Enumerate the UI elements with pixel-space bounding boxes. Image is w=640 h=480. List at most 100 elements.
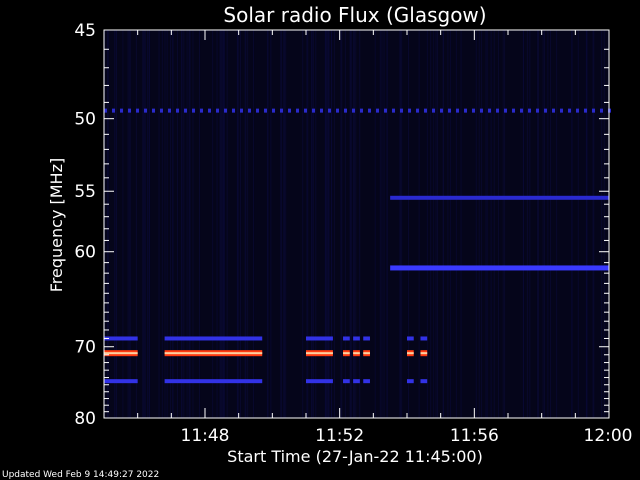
y-ticks: 45 50 55 60 70 80 <box>74 21 609 429</box>
emission-band-segment <box>488 108 491 113</box>
emission-band-segment <box>312 108 315 113</box>
emission-band-segment <box>407 379 414 384</box>
emission-band-segment <box>336 108 339 113</box>
plot-area <box>103 30 609 418</box>
emission-band-segment <box>272 108 275 113</box>
updated-footer: Updated Wed Feb 9 14:49:27 2022 <box>2 470 159 480</box>
emission-band-segment <box>390 195 609 200</box>
emission-band-segment <box>408 108 411 113</box>
emission-band-segment <box>440 108 443 113</box>
x-tick-label: 12:00 <box>584 426 633 446</box>
emission-band-segment <box>600 108 603 113</box>
emission-band-segment <box>343 379 350 384</box>
emission-band-segment <box>120 108 123 113</box>
emission-bands <box>104 108 611 384</box>
emission-band-segment <box>144 108 147 113</box>
emission-band-segment <box>592 108 595 113</box>
emission-band-segment <box>448 108 451 113</box>
emission-band-segment <box>560 108 563 113</box>
emission-band-segment <box>584 108 587 113</box>
emission-band-segment <box>104 336 138 341</box>
y-tick-label: 80 <box>74 409 96 429</box>
emission-band-core <box>407 352 414 355</box>
emission-band-segment <box>104 108 107 113</box>
y-axis-label: Frequency [MHz] <box>47 158 66 292</box>
emission-band-segment <box>306 379 333 384</box>
emission-band-segment <box>304 108 307 113</box>
emission-band-segment <box>576 108 579 113</box>
emission-band-segment <box>320 108 323 113</box>
emission-band-core <box>343 352 350 355</box>
emission-band-segment <box>472 108 475 113</box>
emission-band-segment <box>232 108 235 113</box>
emission-band-segment <box>280 108 283 113</box>
emission-band-segment <box>504 108 507 113</box>
emission-band-segment <box>256 108 259 113</box>
emission-band-segment <box>456 108 459 113</box>
emission-band-segment <box>224 108 227 113</box>
emission-band-segment <box>360 108 363 113</box>
emission-band-segment <box>353 336 360 341</box>
emission-band-core <box>164 352 263 355</box>
emission-band-segment <box>264 108 267 113</box>
emission-band-segment <box>400 108 403 113</box>
emission-band-core <box>306 352 333 355</box>
emission-band-core <box>104 352 138 355</box>
emission-band-segment <box>192 108 195 113</box>
emission-band-segment <box>343 336 350 341</box>
emission-band-segment <box>328 108 331 113</box>
x-tick-label: 11:48 <box>181 426 230 446</box>
emission-band-segment <box>128 108 131 113</box>
emission-band-segment <box>104 379 138 384</box>
emission-band-segment <box>424 108 427 113</box>
emission-band-segment <box>416 108 419 113</box>
emission-band-segment <box>368 108 371 113</box>
emission-band-segment <box>384 108 387 113</box>
emission-band-segment <box>176 108 179 113</box>
y-tick-label: 50 <box>74 110 96 130</box>
emission-band-core <box>353 352 360 355</box>
y-tick-label: 45 <box>74 21 96 41</box>
emission-band-core <box>363 352 370 355</box>
y-tick-label: 70 <box>74 338 96 358</box>
emission-band-segment <box>216 108 219 113</box>
emission-band-segment <box>208 108 211 113</box>
x-tick-label: 11:52 <box>315 426 364 446</box>
emission-band-segment <box>544 108 547 113</box>
emission-band-segment <box>420 379 428 384</box>
emission-band-segment <box>160 108 163 113</box>
emission-band-segment <box>376 108 379 113</box>
y-tick-label: 60 <box>74 243 96 263</box>
emission-band-segment <box>136 108 139 113</box>
emission-band-segment <box>164 336 263 341</box>
emission-band-segment <box>353 379 360 384</box>
emission-band-segment <box>536 108 539 113</box>
emission-band-segment <box>432 108 435 113</box>
emission-band-segment <box>296 108 299 113</box>
x-axis-label: Start Time (27-Jan-22 11:45:00) <box>227 447 483 466</box>
x-tick-label: 11:56 <box>450 426 499 446</box>
emission-band-segment <box>164 379 263 384</box>
emission-band-segment <box>240 108 243 113</box>
emission-band-segment <box>363 336 370 341</box>
emission-band-segment <box>306 336 333 341</box>
emission-band-segment <box>152 108 155 113</box>
emission-band-segment <box>552 108 555 113</box>
emission-band-segment <box>200 108 203 113</box>
emission-band-segment <box>168 108 171 113</box>
emission-band-segment <box>420 336 428 341</box>
emission-band-segment <box>392 108 395 113</box>
plot-background <box>104 30 609 418</box>
emission-band-segment <box>464 108 467 113</box>
emission-band-segment <box>480 108 483 113</box>
emission-band-core <box>420 352 428 355</box>
emission-band-segment <box>344 108 347 113</box>
emission-band-segment <box>112 108 115 113</box>
emission-band-segment <box>184 108 187 113</box>
emission-band-segment <box>512 108 515 113</box>
emission-band-segment <box>352 108 355 113</box>
emission-band-segment <box>528 108 531 113</box>
chart-title: Solar radio Flux (Glasgow) <box>223 3 486 27</box>
emission-band-segment <box>363 379 370 384</box>
emission-band-segment <box>248 108 251 113</box>
